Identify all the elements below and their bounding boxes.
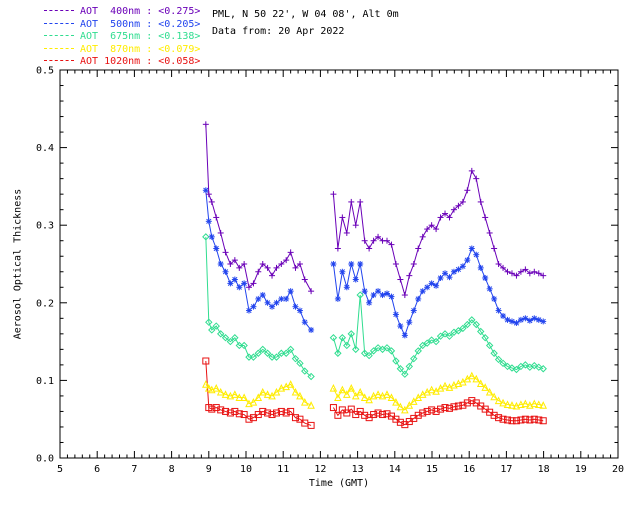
svg-text:16: 16 [463, 464, 475, 475]
svg-text:0.5: 0.5 [36, 66, 54, 77]
svg-text:12: 12 [314, 464, 326, 475]
legend-line-sample-500nm [44, 22, 74, 25]
y-axis-title: Aerosol Optical Thickness [12, 188, 24, 340]
legend-item-675nm: AOT 675nm : <0.138> [44, 31, 200, 44]
legend-label-675nm: AOT 675nm : <0.138> [80, 31, 201, 42]
legend-line-sample-870nm [44, 47, 74, 50]
svg-text:10: 10 [240, 464, 252, 475]
svg-text:20: 20 [612, 464, 624, 475]
svg-text:13: 13 [352, 464, 364, 475]
svg-text:0.4: 0.4 [36, 143, 54, 154]
svg-text:5: 5 [57, 464, 63, 475]
legend-label-500nm: AOT 500nm : <0.205> [80, 18, 201, 30]
svg-text:14: 14 [389, 464, 401, 475]
svg-text:0.3: 0.3 [36, 221, 54, 232]
svg-text:15: 15 [426, 464, 438, 475]
svg-text:0.2: 0.2 [36, 298, 54, 309]
svg-text:0.0: 0.0 [36, 454, 54, 465]
legend-line-sample-400nm [44, 10, 74, 12]
svg-text:6: 6 [94, 464, 100, 475]
legend-label-1020nm: AOT 1020nm : <0.058> [80, 56, 201, 67]
header-info: PML, N 50 22', W 04 08', Alt 0m Data fro… [212, 6, 399, 40]
legend-label-870nm: AOT 870nm : <0.079> [80, 43, 201, 55]
svg-text:17: 17 [500, 464, 512, 475]
legend-item-870nm: AOT 870nm : <0.079> [44, 44, 200, 57]
legend-line-sample-675nm [44, 35, 74, 37]
date-info: Data from: 20 Apr 2022 [212, 26, 345, 37]
svg-text:7: 7 [131, 464, 137, 475]
svg-text:18: 18 [538, 464, 550, 475]
legend: AOT 400nm : <0.275> AOT 500nm : <0.205> … [44, 6, 200, 69]
legend-item-1020nm: AOT 1020nm : <0.058> [44, 56, 200, 69]
legend-item-400nm: AOT 400nm : <0.275> [44, 6, 200, 19]
svg-text:8: 8 [169, 464, 175, 475]
svg-text:11: 11 [277, 464, 289, 475]
svg-text:9: 9 [206, 464, 212, 475]
legend-item-500nm: AOT 500nm : <0.205> [44, 19, 200, 32]
svg-text:19: 19 [575, 464, 587, 475]
x-axis-title: Time (GMT) [308, 478, 370, 489]
svg-text:0.1: 0.1 [36, 376, 54, 387]
legend-line-sample-1020nm [44, 60, 74, 62]
legend-label-400nm: AOT 400nm : <0.275> [80, 6, 201, 17]
site-info: PML, N 50 22', W 04 08', Alt 0m [212, 9, 399, 20]
